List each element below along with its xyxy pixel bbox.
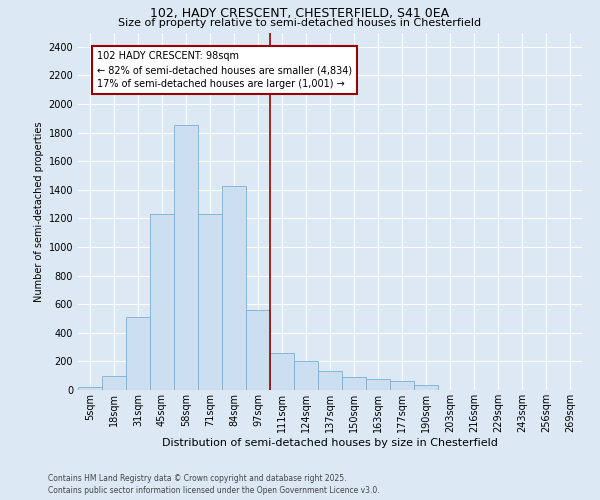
Bar	[342, 377, 366, 390]
Bar	[414, 385, 438, 390]
X-axis label: Distribution of semi-detached houses by size in Chesterfield: Distribution of semi-detached houses by …	[162, 438, 498, 448]
Bar	[366, 380, 390, 390]
Text: Size of property relative to semi-detached houses in Chesterfield: Size of property relative to semi-detach…	[118, 18, 482, 28]
Text: Contains HM Land Registry data © Crown copyright and database right 2025.
Contai: Contains HM Land Registry data © Crown c…	[48, 474, 380, 495]
Bar	[318, 372, 342, 390]
Text: 102 HADY CRESCENT: 98sqm
← 82% of semi-detached houses are smaller (4,834)
17% o: 102 HADY CRESCENT: 98sqm ← 82% of semi-d…	[97, 51, 352, 89]
Bar	[174, 126, 198, 390]
Bar	[270, 353, 294, 390]
Bar	[102, 376, 126, 390]
Bar	[78, 388, 102, 390]
Bar	[126, 317, 150, 390]
Bar	[390, 382, 414, 390]
Bar	[150, 214, 174, 390]
Bar	[246, 310, 270, 390]
Y-axis label: Number of semi-detached properties: Number of semi-detached properties	[34, 121, 44, 302]
Bar	[294, 362, 318, 390]
Text: 102, HADY CRESCENT, CHESTERFIELD, S41 0EA: 102, HADY CRESCENT, CHESTERFIELD, S41 0E…	[151, 8, 449, 20]
Bar	[222, 186, 246, 390]
Bar	[198, 214, 222, 390]
